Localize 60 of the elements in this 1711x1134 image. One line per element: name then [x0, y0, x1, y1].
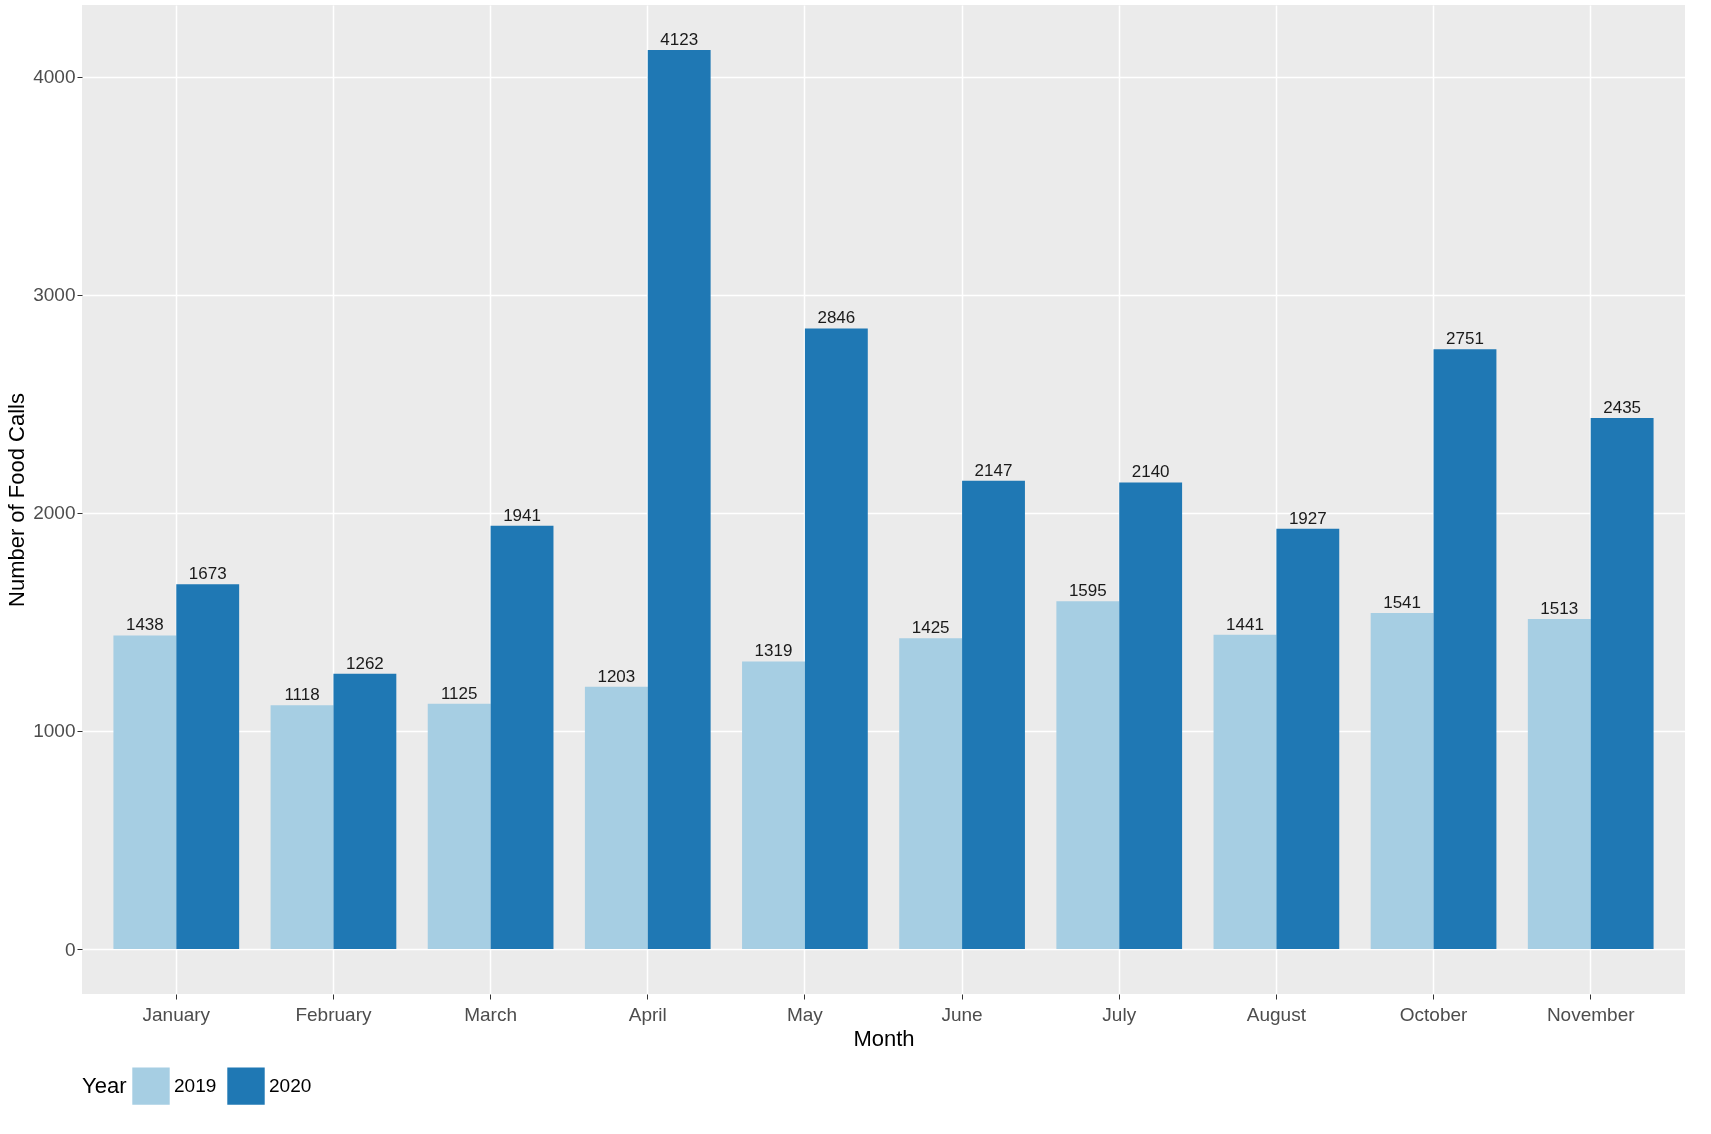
- bar: [804, 328, 868, 950]
- data-label: 4123: [660, 29, 699, 49]
- y-tick-label: 2000: [33, 502, 76, 524]
- data-label: 2147: [974, 460, 1013, 480]
- data-label: 1438: [125, 615, 164, 635]
- data-label: 1425: [911, 618, 950, 638]
- bar: [1213, 634, 1277, 950]
- x-tick-label: August: [1246, 1003, 1307, 1025]
- data-label: 2435: [1603, 398, 1642, 418]
- y-axis-title: Number of Food Calls: [4, 393, 30, 607]
- data-label: 1595: [1068, 581, 1107, 601]
- x-tick-label: March: [464, 1003, 518, 1025]
- data-label: 1541: [1383, 593, 1422, 613]
- bar: [899, 638, 963, 950]
- legend-title: Year: [82, 1073, 127, 1098]
- y-tick-label: 0: [64, 938, 76, 960]
- bar: [1527, 619, 1591, 950]
- bar: [490, 525, 554, 950]
- data-label: 2846: [817, 308, 856, 328]
- bar: [962, 480, 1025, 950]
- bar: [1276, 528, 1340, 950]
- legend-label: 2020: [269, 1075, 312, 1097]
- x-tick-label: October: [1399, 1003, 1469, 1025]
- x-tick-label: May: [786, 1003, 824, 1025]
- x-tick-label: July: [1102, 1003, 1137, 1025]
- bar: [742, 661, 805, 950]
- bar: [427, 703, 491, 950]
- bar: [1056, 601, 1120, 950]
- bar: [113, 635, 177, 950]
- data-label: 1673: [188, 564, 227, 584]
- data-label: 1262: [345, 653, 384, 673]
- x-axis-title: Month: [853, 1025, 915, 1051]
- bar: [270, 705, 334, 950]
- bar: [176, 584, 240, 950]
- data-label: 1441: [1226, 614, 1264, 634]
- bar: [1370, 613, 1434, 950]
- data-label: 1941: [503, 505, 541, 525]
- x-tick-label: November: [1546, 1003, 1636, 1025]
- data-label: 1118: [284, 685, 320, 705]
- x-tick-label: April: [628, 1003, 667, 1025]
- data-label: 1927: [1288, 508, 1327, 528]
- bar: [333, 673, 397, 950]
- bar: [584, 686, 648, 950]
- bar: [1590, 418, 1654, 950]
- data-label: 2751: [1446, 329, 1484, 349]
- data-label: 2140: [1131, 462, 1170, 482]
- data-label: 1203: [597, 666, 636, 686]
- x-tick-label: June: [941, 1003, 983, 1025]
- legend-label: 2019: [174, 1075, 217, 1097]
- data-label: 1513: [1540, 599, 1579, 619]
- y-tick-label: 1000: [33, 720, 76, 742]
- bar: [647, 49, 711, 950]
- bar: [1119, 482, 1183, 950]
- y-tick-label: 3000: [33, 284, 76, 306]
- data-label: 1125: [440, 683, 478, 703]
- bar: [1433, 349, 1497, 950]
- data-label: 1319: [754, 641, 793, 661]
- x-tick-label: January: [142, 1003, 211, 1025]
- y-tick-label: 4000: [33, 66, 76, 88]
- x-tick-label: February: [295, 1003, 372, 1025]
